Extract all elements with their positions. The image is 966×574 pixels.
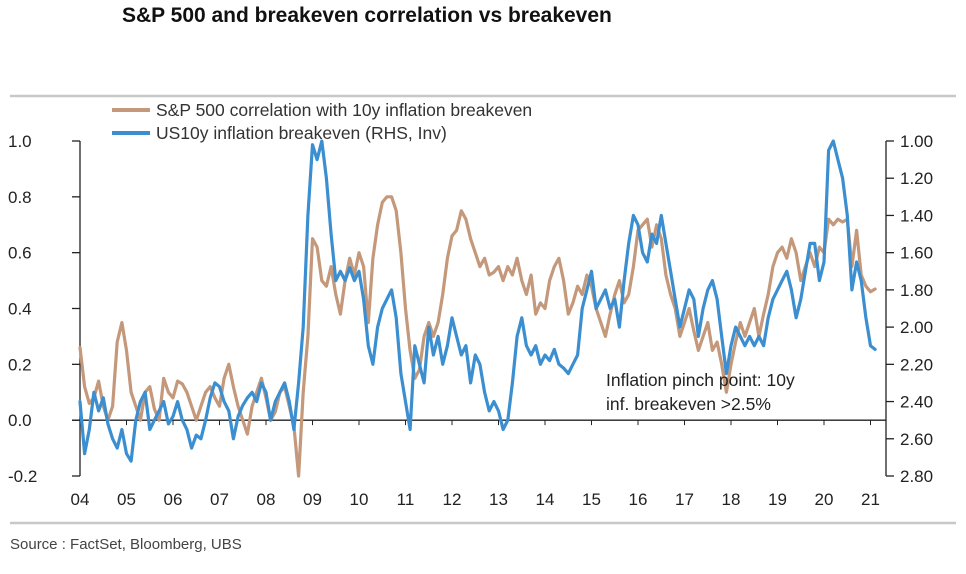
y2-tick-label: 1.40 — [900, 206, 933, 225]
y-tick-label: 0.4 — [8, 300, 32, 319]
x-tick-label: 14 — [536, 490, 555, 509]
x-tick-label: 07 — [210, 490, 229, 509]
x-tick-label: 20 — [815, 490, 834, 509]
y2-tick-label: 2.60 — [900, 430, 933, 449]
y2-tick-label: 2.00 — [900, 318, 933, 337]
y2-tick-label: 1.20 — [900, 169, 933, 188]
x-tick-label: 11 — [397, 490, 415, 509]
y2-tick-label: 2.20 — [900, 355, 933, 374]
x-tick-label: 17 — [675, 490, 694, 509]
x-tick-label: 06 — [164, 490, 183, 509]
legend-label: S&P 500 correlation with 10y inflation b… — [156, 100, 532, 120]
x-tick-label: 10 — [350, 490, 369, 509]
y2-tick-label: 2.80 — [900, 467, 933, 486]
series-line-breakeven — [78, 139, 877, 463]
y-tick-label: 0.8 — [8, 188, 32, 207]
x-tick-label: 08 — [257, 490, 276, 509]
x-tick-label: 21 — [861, 490, 880, 509]
series-line-correlation — [78, 195, 877, 478]
x-tick-label: 09 — [303, 490, 322, 509]
x-tick-label: 18 — [722, 490, 741, 509]
x-tick-label: 15 — [582, 490, 601, 509]
x-tick-label: 04 — [71, 490, 90, 509]
legend-label: US10y inflation breakeven (RHS, Inv) — [156, 123, 447, 143]
y-tick-label: 0.6 — [8, 244, 32, 263]
y2-tick-label: 2.40 — [900, 393, 933, 412]
x-tick-label: 13 — [489, 490, 508, 509]
y-tick-label: 1.0 — [8, 132, 32, 151]
y2-tick-label: 1.00 — [900, 132, 933, 151]
y-tick-label: 0.0 — [8, 411, 32, 430]
chart-title: S&P 500 and breakeven correlation vs bre… — [122, 4, 612, 27]
annotation-text: Inflation pinch point: 10y — [606, 370, 795, 390]
y-tick-label: 0.2 — [8, 355, 32, 374]
x-tick-label: 16 — [629, 490, 648, 509]
y-tick-label: -0.2 — [8, 467, 37, 486]
annotation-text: inf. breakeven >2.5% — [606, 394, 771, 414]
x-tick-label: 05 — [117, 490, 136, 509]
x-tick-label: 19 — [768, 490, 787, 509]
y2-tick-label: 1.60 — [900, 244, 933, 263]
source-note: Source : FactSet, Bloomberg, UBS — [10, 536, 242, 553]
y2-tick-label: 1.80 — [900, 281, 933, 300]
x-tick-label: 12 — [443, 490, 462, 509]
